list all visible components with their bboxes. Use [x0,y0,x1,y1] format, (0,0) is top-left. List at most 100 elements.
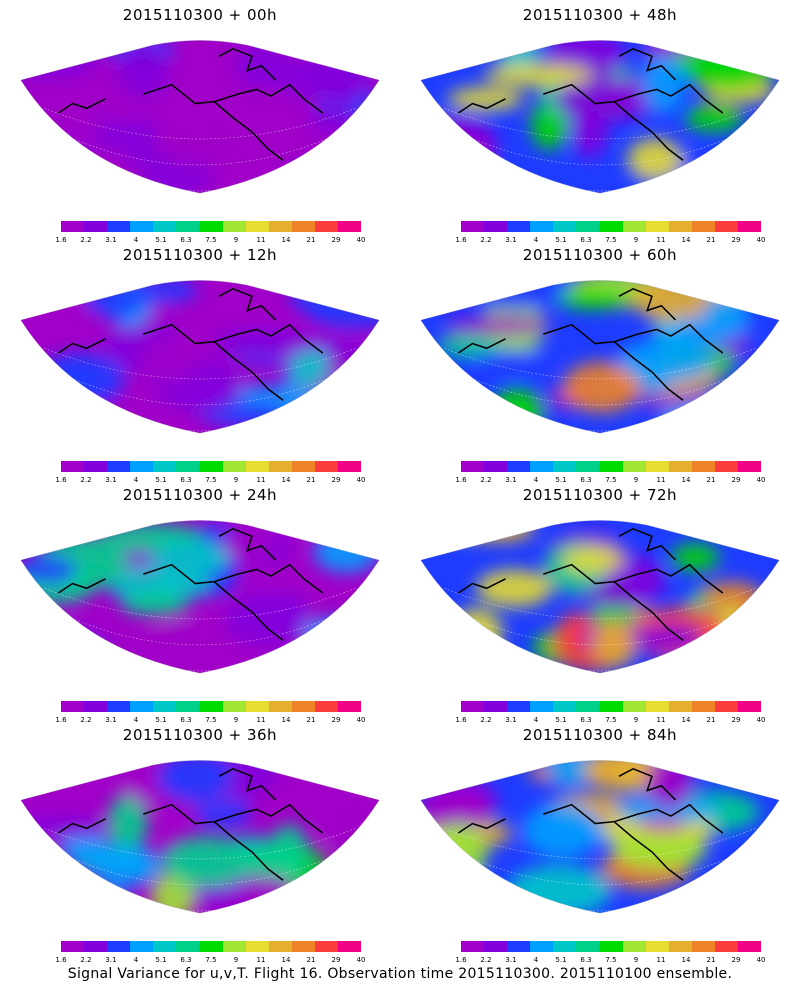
colorbar-tick-label: 4 [533,476,539,484]
colorbar-tick-label: 14 [681,716,691,724]
colorbar-swatch [153,701,177,712]
colorbar-tick-label: 9 [233,956,239,964]
colorbar-swatch [245,461,269,472]
colorbar-swatch [484,701,508,712]
colorbar-tick-label: 29 [331,956,341,964]
colorbar-labels: 1.6 2.2 3.1 4 5.1 6.3 7.5 9 11 14 21 29 40 [455,716,765,726]
colorbar-tick-label: 40 [356,476,366,484]
colorbar-tick-label: 7.5 [605,956,617,964]
colorbar-swatch [130,221,154,232]
colorbar-tick-label: 2.2 [480,476,492,484]
map-panel: 2015110300 + 72h 1.6 2.2 3.1 4 5.1 6.3 7.5 9 11 14… [400,480,800,726]
colorbar-tick-label: 2.2 [480,716,492,724]
colorbar-tick-label: 4 [133,476,139,484]
map-panel: 2015110300 + 48h 1.6 2.2 3.1 4 5.1 6.3 7.5 9 11 14… [400,0,800,246]
colorbar-tick-label: 21 [706,716,716,724]
colorbar-tick-label: 3.1 [505,476,517,484]
colorbar-tick-label: 21 [706,236,716,244]
colorbar-tick-label: 6.3 [580,956,592,964]
colorbar-tick-label: 2.2 [80,236,92,244]
colorbar-swatch [176,701,200,712]
colorbar-tick-label: 14 [681,476,691,484]
colorbar-swatch [714,941,738,952]
colorbar-swatch [245,941,269,952]
colorbar-swatch [691,701,715,712]
colorbar-swatch [222,461,246,472]
colorbar-swatch [199,461,223,472]
colorbar [61,461,362,472]
colorbar-tick-label: 3.1 [105,236,117,244]
colorbar-swatch [553,941,577,952]
colorbar-swatch [153,941,177,952]
colorbar-tick-label: 14 [681,236,691,244]
colorbar-tick-label: 9 [233,716,239,724]
colorbar-tick-label: 5.1 [555,956,567,964]
colorbar-swatch [61,461,85,472]
colorbar-tick-label: 1.6 [55,236,67,244]
colorbar-swatch [153,221,177,232]
colorbar-swatch [130,941,154,952]
colorbar-swatch [530,941,554,952]
colorbar-swatch [291,941,315,952]
colorbar [461,941,762,952]
colorbar-tick-label: 29 [331,236,341,244]
colorbar-swatch [599,461,623,472]
colorbar-tick-label: 40 [756,716,766,724]
colorbar-swatch [291,221,315,232]
colorbar-swatch [337,701,362,712]
variance-map [420,760,780,914]
variance-map [420,520,780,674]
colorbar-swatch [507,701,531,712]
colorbar-tick-label: 5.1 [155,956,167,964]
colorbar-tick-label: 7.5 [205,236,217,244]
colorbar-swatch [691,221,715,232]
colorbar-labels: 1.6 2.2 3.1 4 5.1 6.3 7.5 9 11 14 21 29 40 [455,476,765,486]
colorbar-tick-label: 14 [681,956,691,964]
colorbar-swatch [199,941,223,952]
colorbar-tick-label: 40 [356,956,366,964]
colorbar-tick-label: 6.3 [580,716,592,724]
colorbar-swatch [668,701,692,712]
colorbar-tick-label: 5.1 [155,236,167,244]
map-panel: 2015110300 + 12h 1.6 2.2 3.1 4 5.1 6.3 7.5 9 11 14… [0,240,400,486]
colorbar-swatch [553,701,577,712]
colorbar-swatch [268,941,292,952]
colorbar-tick-label: 21 [706,956,716,964]
colorbar-swatch [176,461,200,472]
colorbar-swatch [576,701,600,712]
colorbar-swatch [553,221,577,232]
colorbar-tick-label: 9 [233,236,239,244]
colorbar-swatch [176,221,200,232]
colorbar-tick-label: 7.5 [205,716,217,724]
colorbar-swatch [107,701,131,712]
panel-title: 2015110300 + 24h [122,486,278,504]
colorbar-swatch [576,221,600,232]
panel-title: 2015110300 + 60h [522,246,678,264]
colorbar-swatch [622,461,646,472]
colorbar-labels: 1.6 2.2 3.1 4 5.1 6.3 7.5 9 11 14 21 29 40 [455,956,765,966]
colorbar-swatch [668,461,692,472]
colorbar-swatch [599,941,623,952]
colorbar-tick-label: 9 [233,476,239,484]
colorbar-swatch [484,221,508,232]
colorbar-swatch [576,941,600,952]
colorbar-swatch [668,221,692,232]
map-panel: 2015110300 + 36h 1.6 2.2 3.1 4 5.1 6.3 7.5 9 11 14… [0,720,400,966]
colorbar-tick-label: 3.1 [505,716,517,724]
colorbar-tick-label: 7.5 [205,476,217,484]
colorbar-swatch [314,701,338,712]
colorbar-swatch [268,221,292,232]
colorbar-tick-label: 7.5 [605,716,617,724]
colorbar-tick-label: 5.1 [555,716,567,724]
colorbar-swatch [507,941,531,952]
colorbar-swatch [507,221,531,232]
colorbar-swatch [314,941,338,952]
colorbar-tick-label: 1.6 [455,716,467,724]
colorbar-swatch [737,461,762,472]
variance-map [420,40,780,194]
colorbar-swatch [61,941,85,952]
colorbar-tick-label: 2.2 [80,716,92,724]
colorbar-swatch [84,221,108,232]
colorbar-swatch [645,701,669,712]
colorbar-tick-label: 11 [256,956,266,964]
